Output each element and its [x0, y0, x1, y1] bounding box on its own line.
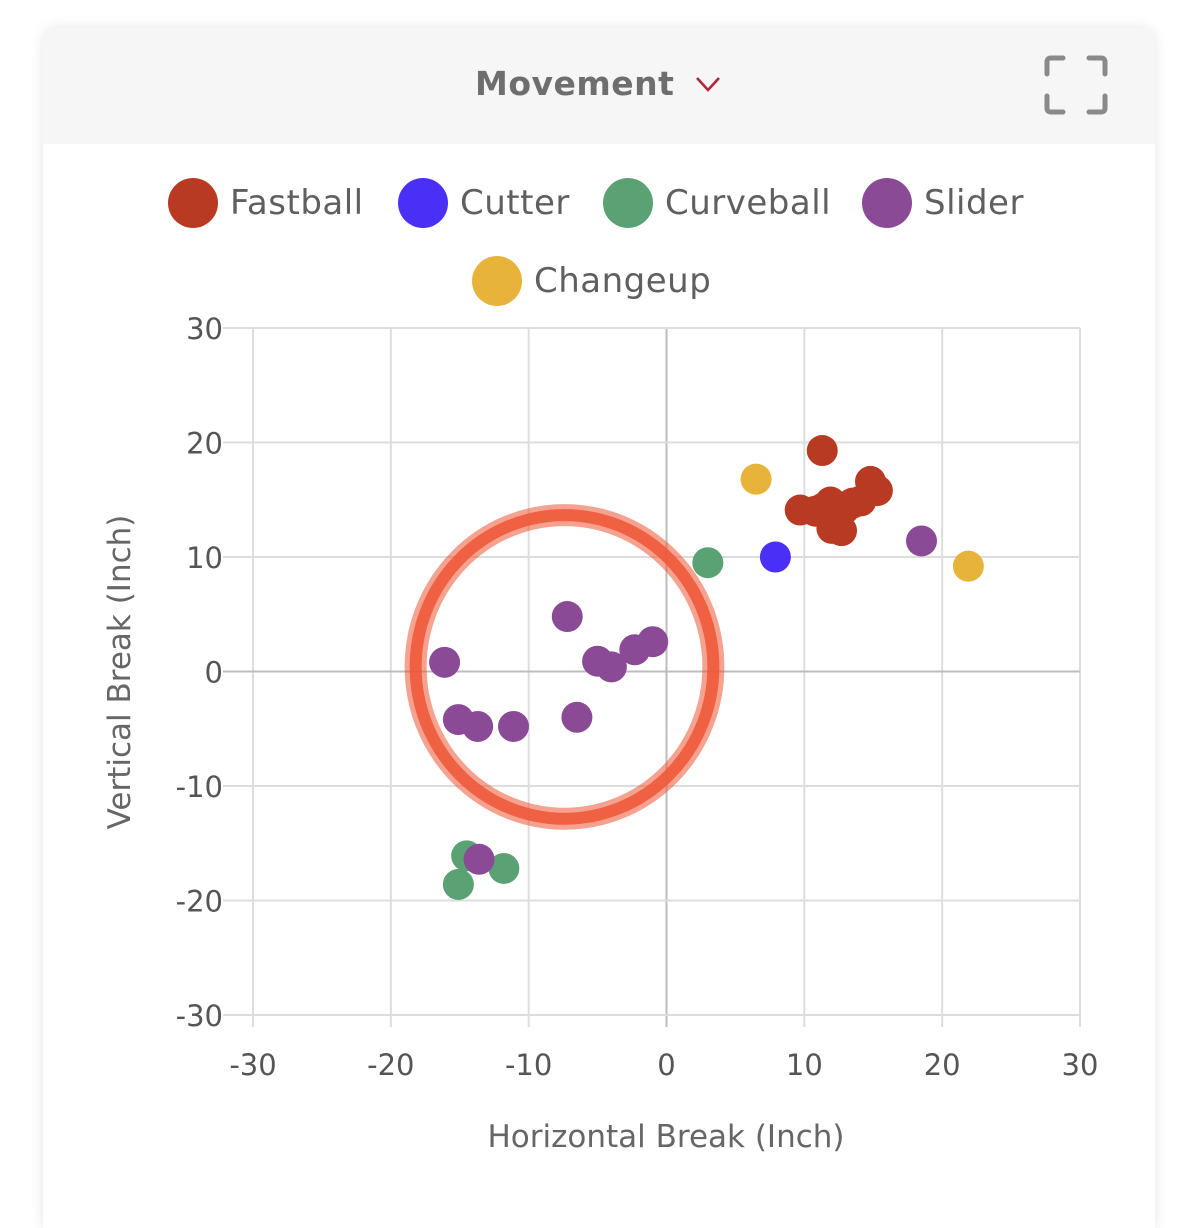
- x-axis-title: Horizontal Break (Inch): [487, 1119, 844, 1155]
- legend-label: Curveball: [665, 183, 832, 223]
- point-slider: [905, 525, 937, 557]
- point-changeup: [952, 550, 984, 582]
- point-cutter: [759, 541, 791, 573]
- chevron-down-icon: [696, 76, 721, 92]
- legend-label: Slider: [924, 183, 1024, 223]
- x-tick-label: 10: [786, 1048, 823, 1082]
- legend-label: Changeup: [534, 261, 712, 301]
- legend-swatch: [862, 178, 912, 228]
- highlight-annotation: [404, 504, 725, 830]
- point-curveball: [488, 852, 520, 884]
- y-tick-label: 0: [205, 656, 223, 690]
- point-slider: [498, 710, 530, 742]
- chart-type-dropdown[interactable]: Movement: [475, 64, 722, 103]
- grid-lines: [223, 327, 1081, 1027]
- legend-item-slider[interactable]: Slider: [862, 178, 1024, 228]
- y-axis-title: Vertical Break (Inch): [102, 515, 138, 830]
- point-slider: [429, 646, 461, 678]
- y-tick-label: 30: [186, 312, 223, 346]
- point-curveball: [442, 868, 474, 900]
- legend-item-fastball[interactable]: Fastball: [168, 178, 364, 228]
- y-tick-label: 20: [186, 427, 223, 461]
- legend-swatch: [168, 178, 218, 228]
- scatter-plot: -30 -20 -10 0 10 20 30 30 20 10 0 -10 -20 -30 Horizon…: [102, 312, 1099, 1155]
- y-tick-label: -20: [176, 885, 223, 919]
- y-tick-label: 10: [186, 541, 223, 575]
- point-changeup: [740, 463, 772, 495]
- card-header: Movement: [43, 28, 1155, 144]
- point-slider: [619, 634, 651, 666]
- point-fastball: [806, 435, 838, 467]
- legend-swatch: [603, 178, 653, 228]
- x-tick-label: 30: [1062, 1048, 1099, 1082]
- y-tick-label: -30: [176, 999, 223, 1033]
- point-fastball: [820, 504, 852, 536]
- legend-label: Cutter: [460, 183, 570, 223]
- point-fastball: [861, 475, 893, 507]
- point-slider: [462, 710, 494, 742]
- highlight-ring: [409, 509, 720, 825]
- point-slider: [595, 651, 627, 683]
- x-tick-label: -10: [505, 1048, 552, 1082]
- x-tick-label: -20: [367, 1048, 414, 1082]
- x-tick-label: 20: [924, 1048, 961, 1082]
- legend-swatch: [398, 178, 448, 228]
- y-tick-label: -10: [176, 770, 223, 804]
- x-tick-label: -30: [229, 1048, 276, 1082]
- tick-labels: -30 -20 -10 0 10 20 30 30 20 10 0 -10 -20 -30: [176, 312, 1099, 1082]
- point-slider: [561, 701, 593, 733]
- point-slider: [551, 601, 583, 633]
- point-curveball: [692, 547, 724, 579]
- x-tick-label: 0: [657, 1048, 675, 1082]
- chart-title: Movement: [475, 64, 675, 103]
- point-slider: [463, 843, 495, 875]
- chart-card: Movement: [43, 28, 1155, 1228]
- legend-item-cutter[interactable]: Cutter: [398, 178, 570, 228]
- legend-item-changeup[interactable]: Changeup: [472, 256, 711, 306]
- fullscreen-icon[interactable]: [1043, 54, 1109, 116]
- legend-item-curveball[interactable]: Curveball: [603, 178, 831, 228]
- data-points: [429, 435, 984, 900]
- legend-swatch: [472, 256, 522, 306]
- legend-label: Fastball: [230, 183, 364, 223]
